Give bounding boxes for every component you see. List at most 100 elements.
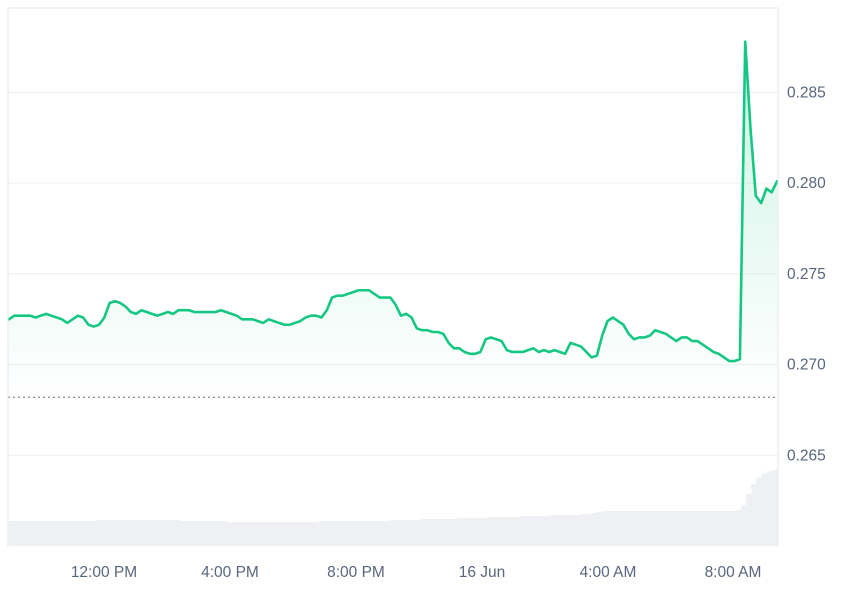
volume-bar xyxy=(215,521,221,546)
volume-bar xyxy=(220,521,226,546)
volume-bar xyxy=(199,521,206,546)
volume-bar xyxy=(581,514,587,546)
volume-bar xyxy=(210,521,216,546)
volume-bar xyxy=(323,521,329,546)
volume-bar xyxy=(699,511,706,546)
volume-bar xyxy=(127,520,134,546)
volume-bar xyxy=(529,516,536,546)
volume-bar xyxy=(70,521,77,546)
volume-bars xyxy=(9,470,778,546)
volume-bar xyxy=(715,511,721,546)
volume-bar xyxy=(153,520,159,546)
volume-bar xyxy=(447,519,453,546)
volume-bar xyxy=(627,511,634,546)
volume-bar xyxy=(508,517,515,546)
x-tick-label: 8:00 PM xyxy=(327,564,385,581)
volume-bar xyxy=(60,521,67,546)
volume-bar xyxy=(277,522,283,546)
volume-bar xyxy=(684,511,690,546)
volume-bar xyxy=(663,511,670,546)
volume-bar xyxy=(539,516,546,546)
volume-bar xyxy=(720,511,726,546)
volume-bar xyxy=(364,521,371,546)
price-area-fill xyxy=(9,41,777,398)
volume-bar xyxy=(256,522,262,546)
x-tick-label: 8:00 AM xyxy=(705,564,762,581)
volume-bar xyxy=(596,512,603,546)
volume-bar xyxy=(462,518,469,546)
y-tick-label: 0.270 xyxy=(787,357,826,374)
volume-bar xyxy=(24,521,31,546)
volume-bar xyxy=(194,521,201,546)
volume-bar xyxy=(612,511,618,546)
volume-bar xyxy=(307,522,314,546)
volume-bar xyxy=(173,520,180,546)
volume-bar xyxy=(19,521,25,546)
volume-bar xyxy=(746,493,752,546)
volume-bar xyxy=(101,520,108,546)
volume-bar xyxy=(751,483,757,546)
volume-bar xyxy=(158,520,165,546)
volume-bar xyxy=(349,521,355,546)
x-axis-labels: 12:00 PM 4:00 PM 8:00 PM 16 Jun 4:00 AM 8:00 … xyxy=(71,564,762,581)
x-tick-label: 16 Jun xyxy=(459,564,506,581)
price-line[interactable] xyxy=(7,40,779,363)
volume-bar xyxy=(452,519,458,546)
volume-bar xyxy=(441,519,448,546)
volume-bar xyxy=(472,518,479,546)
volume-bar xyxy=(467,518,474,546)
x-tick-label: 4:00 AM xyxy=(580,564,637,581)
volume-bar xyxy=(694,511,701,546)
volume-bar xyxy=(29,521,36,546)
volume-bar xyxy=(405,520,412,546)
volume-bar xyxy=(653,511,659,546)
volume-bar xyxy=(545,516,551,546)
volume-bar xyxy=(426,519,433,546)
volume-bar xyxy=(55,521,61,546)
volume-bar xyxy=(204,521,211,546)
volume-bar xyxy=(76,521,82,546)
volume-bar xyxy=(271,522,278,546)
volume-bar xyxy=(50,521,56,546)
volume-bar xyxy=(354,521,360,546)
volume-bar xyxy=(297,522,304,546)
volume-bar xyxy=(163,520,170,546)
volume-bar xyxy=(673,511,680,546)
volume-bar xyxy=(333,521,340,546)
volume-bar xyxy=(457,518,463,546)
volume-bar xyxy=(328,521,335,546)
volume-bar xyxy=(436,519,443,546)
volume-bar xyxy=(225,522,232,546)
volume-bar xyxy=(586,514,592,546)
volume-bar xyxy=(344,521,350,546)
x-tick-label: 12:00 PM xyxy=(71,564,137,581)
volume-bar xyxy=(395,520,402,546)
volume-bar xyxy=(86,521,92,546)
volume-bar xyxy=(411,520,417,546)
volume-bar xyxy=(390,520,396,546)
volume-bar xyxy=(617,511,623,546)
volume-bar xyxy=(230,522,237,546)
volume-bar xyxy=(488,517,494,546)
volume-bar xyxy=(282,522,288,546)
volume-bar xyxy=(668,511,675,546)
volume-bar xyxy=(421,519,427,546)
volume-bar xyxy=(709,511,716,546)
volume-bar xyxy=(246,522,252,546)
volume-bar xyxy=(179,521,185,546)
volume-bar xyxy=(483,518,489,546)
volume-bar xyxy=(251,522,257,546)
volume-bar xyxy=(132,520,139,546)
volume-bar xyxy=(235,522,242,546)
volume-bar xyxy=(39,521,46,546)
volume-bar xyxy=(168,520,175,546)
volume-bar xyxy=(648,511,654,546)
volume-bar xyxy=(632,511,639,546)
volume-bar xyxy=(400,520,407,546)
volume-bar xyxy=(143,520,149,546)
volume-bar xyxy=(679,511,685,546)
volume-bar xyxy=(112,520,118,546)
volume-bar xyxy=(380,521,386,546)
volume-bar xyxy=(519,516,525,546)
